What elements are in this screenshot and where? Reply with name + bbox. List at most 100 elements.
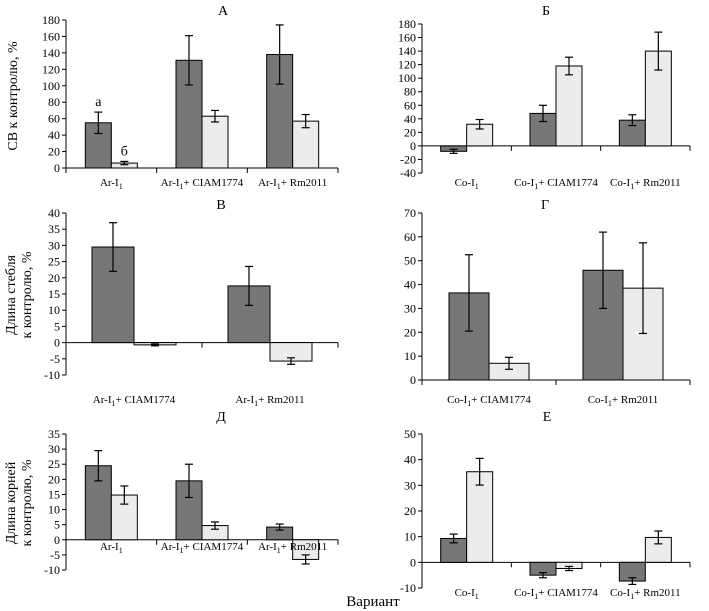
category-label: Ar-I1 [100,177,123,191]
y-tick-label: 80 [404,85,416,99]
category-label: Co-I1+ CIAM1774 [514,177,598,191]
xlabel: Вариант [346,594,400,610]
y-tick-label: 5 [54,518,60,532]
bar-light [555,65,583,147]
ylabel-sv: СВ к контролю, % [6,41,21,151]
panel-g-title: Г [541,198,549,213]
category-label: Ar-I1+ Rm2011 [235,394,304,408]
y-tick-label: 20 [48,145,60,159]
y-tick-label: 30 [48,238,60,252]
y-tick-label: 40 [48,128,60,142]
category-label: Ar-I1+ Rm2011 [258,177,327,191]
y-tick-label: 20 [404,504,416,518]
y-tick-label: 10 [404,349,416,363]
y-tick-label: -5 [50,352,60,366]
y-tick-label: -10 [44,368,60,382]
y-tick-label: 25 [48,457,60,471]
category-label: Co-I1 [455,587,479,601]
bar-light [466,471,494,563]
y-tick-label: 160 [398,31,416,45]
y-tick-label: 180 [398,17,416,31]
ylabel-root-line2: к контролю, % [20,459,35,546]
category-label: Ar-I1+ Rm2011 [258,541,327,555]
ylabel-stem-line2: к контролю, % [20,251,35,338]
y-tick-label: 20 [48,271,60,285]
y-tick-label: 80 [48,95,60,109]
category-label: Ar-I1 [100,541,123,555]
y-tick-label: 0 [410,555,416,569]
y-tick-label: 0 [54,533,60,547]
y-tick-label: 40 [48,206,60,220]
y-tick-label: 5 [54,319,60,333]
y-tick-label: 30 [48,442,60,456]
y-tick-label: 70 [404,206,416,220]
panel-d-title: Д [216,410,226,425]
bar-light [201,115,229,169]
category-label: Co-I1+ CIAM1774 [514,587,598,601]
y-tick-label: 10 [48,503,60,517]
y-tick-label: 10 [404,530,416,544]
y-tick-label: 50 [404,254,416,268]
y-tick-label: 140 [42,46,60,60]
ylabel-root-line1: Длина корней [4,461,19,544]
annotation-a: а [95,95,102,110]
y-tick-label: 20 [48,472,60,486]
y-tick-label: 60 [404,230,416,244]
y-tick-label: 180 [42,13,60,27]
y-tick-label: 15 [48,487,60,501]
category-label: Ar-I1+ CIAM1774 [161,177,244,191]
y-tick-label: 140 [398,44,416,58]
y-tick-label: 60 [48,112,60,126]
bar-dark [84,122,112,169]
category-label: Co-I1+ CIAM1774 [447,394,531,408]
category-label: Co-I1+ Rm2011 [610,177,681,191]
y-tick-label: 30 [404,478,416,492]
panel-v-title: В [216,198,225,213]
y-tick-label: -10 [44,563,60,577]
y-tick-label: -5 [50,548,60,562]
panel-g: Г 0 10 20 30 40 50 60 70 Co-I1+ CIAM1774 Co-I1+ Rm… [404,198,691,408]
y-tick-label: 40 [404,453,416,467]
panel-a-title: А [218,4,229,19]
y-tick-label: 40 [404,112,416,126]
y-tick-label: 0 [54,336,60,350]
y-tick-label: 35 [48,427,60,441]
y-tick-label: 60 [404,98,416,112]
y-tick-label: 100 [398,71,416,85]
y-tick-label: 20 [404,325,416,339]
category-label: Ar-I1+ CIAM1774 [161,541,244,555]
y-tick-label: 120 [42,62,60,76]
y-tick-label: 120 [398,58,416,72]
panel-b6-title: Б [542,4,550,19]
y-tick-label: -20 [400,152,416,166]
category-label: Co-I1 [455,177,479,191]
y-tick-label: 0 [410,139,416,153]
panel-a: А 0 20 40 60 80 100 120 140 160 180 Ar-I1 Ar-I1+ CIA… [42,4,339,191]
y-tick-label: 50 [404,427,416,441]
y-tick-label: 160 [42,29,60,43]
y-tick-label: 40 [404,278,416,292]
panel-e: Е -10 0 10 20 30 40 50 Co-I1 Co-I1+ CIAM1774 Co-I1… [400,410,691,601]
y-tick-label: 30 [404,301,416,315]
y-tick-label: 10 [48,303,60,317]
y-tick-label: 35 [48,222,60,236]
annotation-b: б [121,144,128,159]
y-tick-label: 20 [404,125,416,139]
panel-v: В -10 -5 0 5 10 15 20 25 30 35 40 Ar-I1+ CIAM1774 Ar-… [44,198,339,408]
y-tick-label: -10 [400,581,416,595]
y-tick-label: 25 [48,255,60,269]
y-tick-label: 15 [48,287,60,301]
category-label: Co-I1+ Rm2011 [588,394,659,408]
y-tick-label: 0 [410,373,416,387]
ylabel-stem-line1: Длина стебля [4,254,19,335]
bar-light [644,536,672,563]
category-label: Co-I1+ Rm2011 [610,587,681,601]
y-tick-label: 100 [42,79,60,93]
panel-e-title: Е [543,410,552,425]
y-tick-label: -40 [400,166,416,180]
y-tick-label: 0 [54,161,60,175]
